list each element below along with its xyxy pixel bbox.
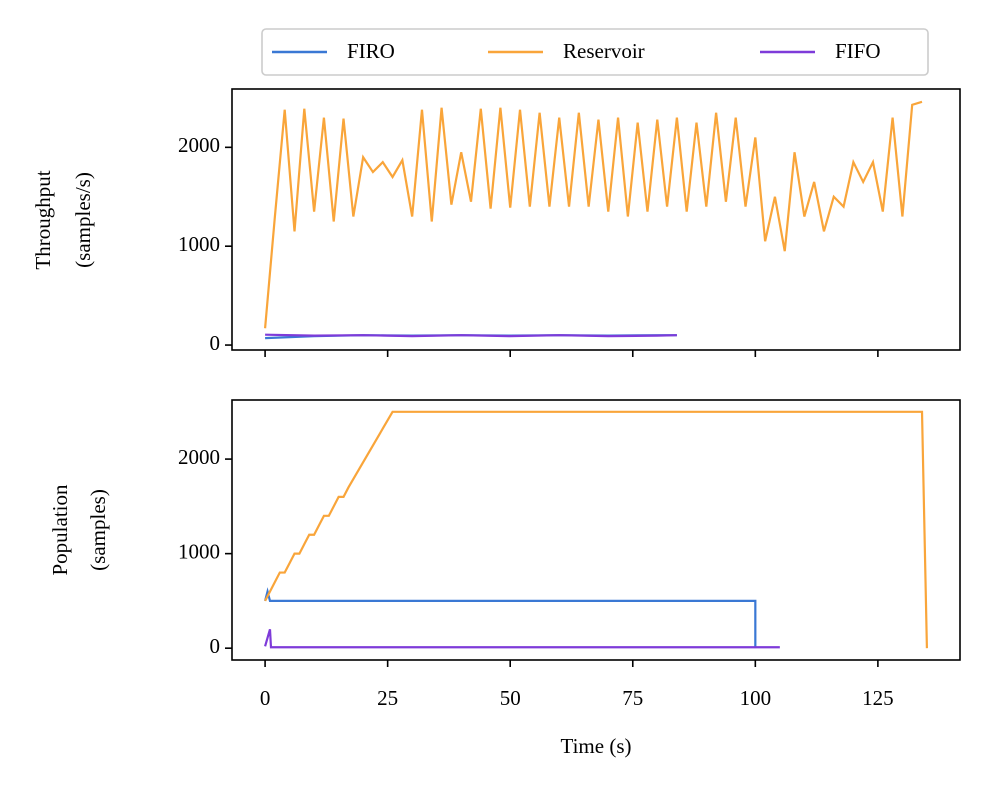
y-axis-label: (samples/s): [71, 172, 95, 268]
x-tick-label: 0: [260, 686, 271, 710]
legend-frame: [261, 28, 929, 76]
x-axis-label: Time (s): [561, 734, 632, 758]
legend: FIRO Reservoir FIFO: [261, 28, 929, 76]
y-axis-label: Throughput: [31, 170, 55, 269]
plot-area: [264, 410, 929, 649]
x-tick-label: 125: [862, 686, 894, 710]
series-line: [264, 628, 780, 649]
x-tick-label: 75: [622, 686, 643, 710]
series-line: [264, 410, 929, 649]
y-tick-label: 1000: [178, 232, 220, 256]
x-tick-label: 25: [377, 686, 398, 710]
x-tick-label: 100: [740, 686, 772, 710]
legend-label: FIFO: [835, 39, 881, 63]
y-tick-label: 2000: [178, 445, 220, 469]
series-line: [264, 587, 757, 649]
y-tick-label: 0: [210, 634, 221, 658]
series-line: [265, 333, 677, 338]
y-tick-label: 0: [210, 331, 221, 355]
y-tick-label: 1000: [178, 539, 220, 563]
legend-label: Reservoir: [563, 39, 645, 63]
series-line: [263, 100, 923, 329]
axes-frame: [231, 399, 961, 661]
legend-label: FIRO: [347, 39, 395, 63]
plot-area: [263, 100, 923, 340]
y-tick-label: 2000: [178, 133, 220, 157]
y-axis-label: Population: [48, 484, 72, 576]
x-tick-label: 50: [500, 686, 521, 710]
axes-frame: [231, 88, 961, 351]
y-axis-label: (samples): [86, 489, 110, 571]
